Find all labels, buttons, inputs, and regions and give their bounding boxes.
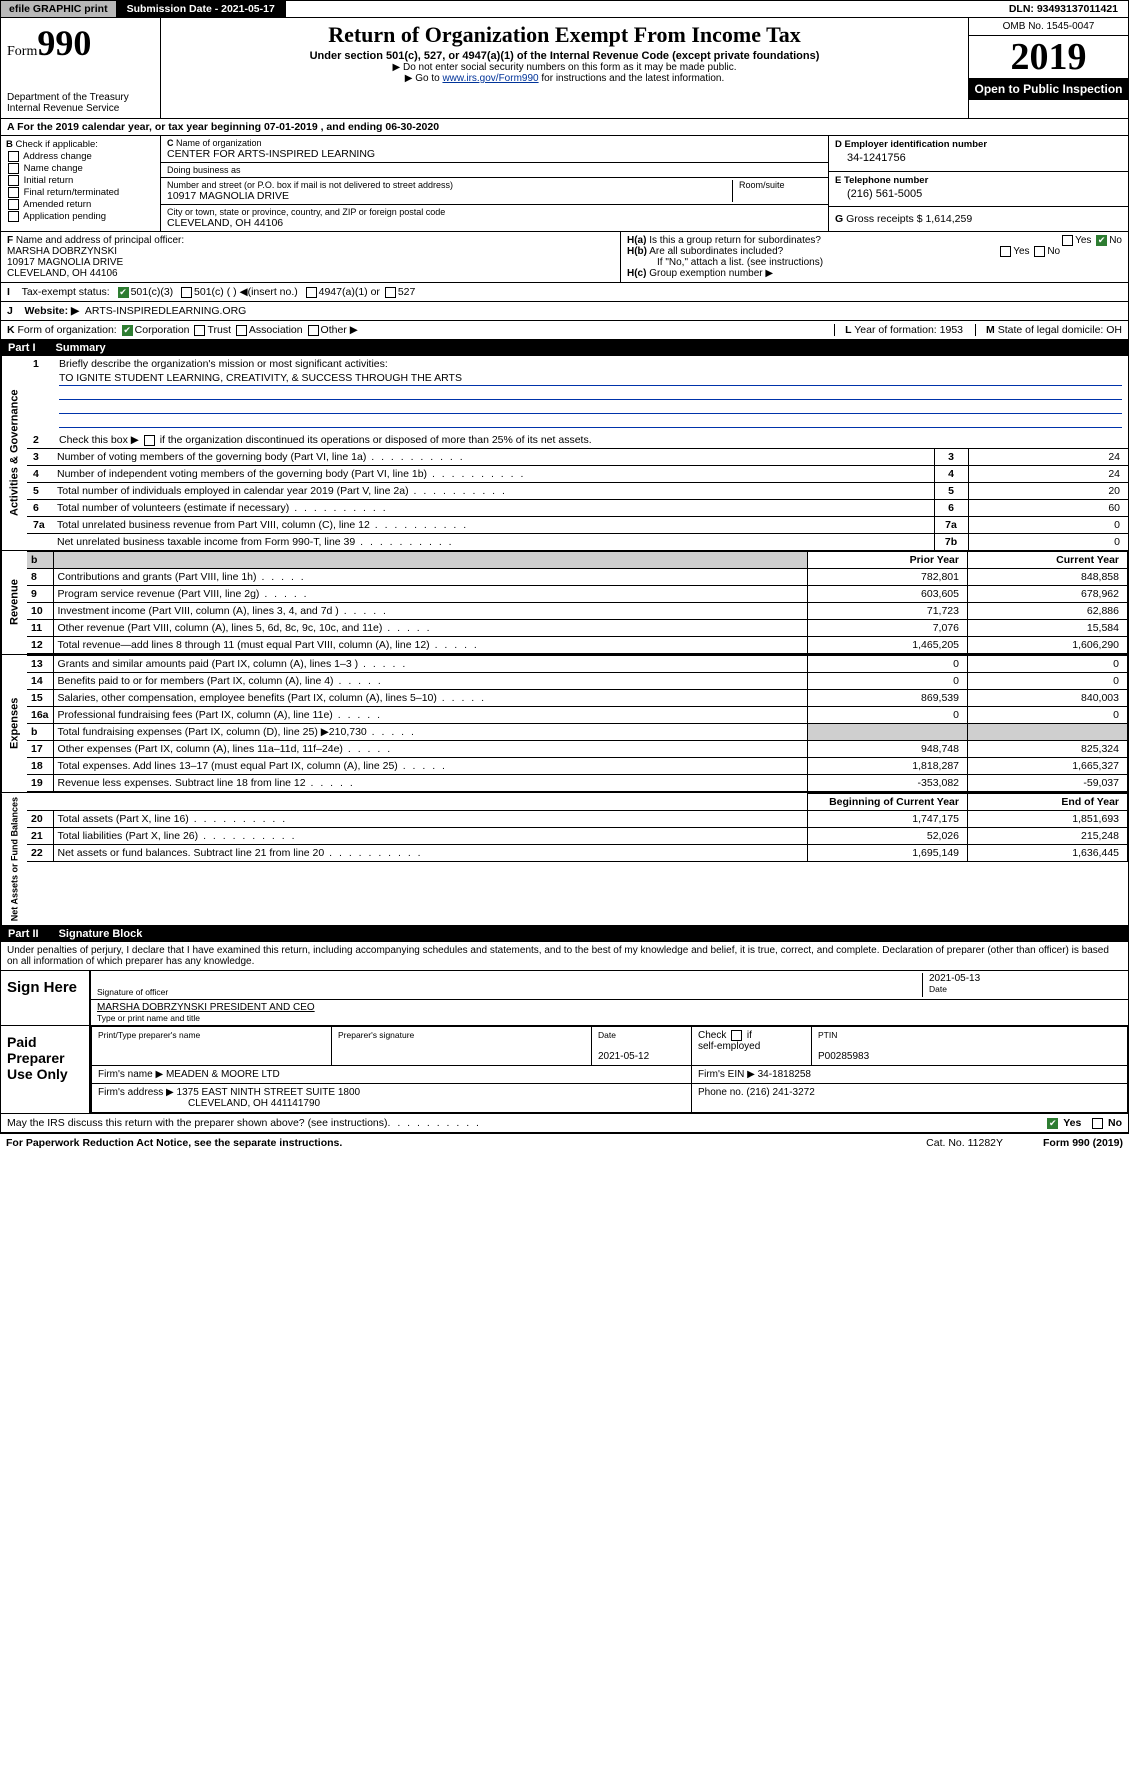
cb-501c3[interactable] <box>118 287 129 298</box>
signature-block: Under penalties of perjury, I declare th… <box>0 942 1129 1114</box>
form-header: Form990 Department of the Treasury Inter… <box>0 18 1129 119</box>
sign-here-label: Sign Here <box>1 971 91 1025</box>
gross-receipts: 1,614,259 <box>925 213 972 225</box>
year-formation: Year of formation: 1953 <box>854 324 963 336</box>
ein: 34-1241756 <box>835 150 1122 166</box>
paid-preparer-table: Print/Type preparer's name Preparer's si… <box>91 1026 1128 1113</box>
governance-table: 3Number of voting members of the governi… <box>27 448 1128 550</box>
page-footer: For Paperwork Reduction Act Notice, see … <box>0 1133 1129 1152</box>
cb-ha-no[interactable] <box>1096 235 1107 246</box>
state-domicile: State of legal domicile: OH <box>998 324 1122 336</box>
tax-year: 2019 <box>969 36 1128 78</box>
expenses-table: 13Grants and similar amounts paid (Part … <box>27 655 1128 792</box>
firm-phone: (216) 241-3272 <box>746 1087 814 1098</box>
officer-sig-date: 2021-05-13 <box>929 973 1122 984</box>
cb-corp[interactable] <box>122 325 133 336</box>
identity-block: B Check if applicable: Address change Na… <box>0 136 1129 232</box>
netassets-table: Beginning of Current YearEnd of Year 20T… <box>27 793 1128 862</box>
org-name: CENTER FOR ARTS-INSPIRED LEARNING <box>167 148 822 160</box>
street-address: 10917 MAGNOLIA DRIVE <box>167 190 732 202</box>
officer-name: MARSHA DOBRZYNSKI <box>7 246 117 257</box>
city-state-zip: CLEVELAND, OH 44106 <box>167 217 822 229</box>
cb-other[interactable] <box>308 325 319 336</box>
paid-preparer-label: Paid Preparer Use Only <box>1 1026 91 1113</box>
officer-typed-name: MARSHA DOBRZYNSKI PRESIDENT AND CEO <box>97 1002 1122 1013</box>
cb-discontinued[interactable] <box>144 435 155 446</box>
form-subtitle: Under section 501(c), 527, or 4947(a)(1)… <box>167 50 962 62</box>
part-i-header: Part I Summary <box>0 340 1129 356</box>
cb-app-pending[interactable] <box>8 211 19 222</box>
perjury-text: Under penalties of perjury, I declare th… <box>1 942 1128 970</box>
irs-label: Internal Revenue Service <box>7 103 154 114</box>
cb-discuss-yes[interactable] <box>1047 1118 1058 1129</box>
cb-trust[interactable] <box>194 325 205 336</box>
firm-ein: 34-1818258 <box>758 1069 811 1080</box>
goto-note: ▶ Go to www.irs.gov/Form990 for instruct… <box>167 73 962 84</box>
vtab-netassets: Net Assets or Fund Balances <box>1 793 27 925</box>
prep-date: 2021-05-12 <box>598 1051 649 1062</box>
row-i: I Tax-exempt status: 501(c)(3) 501(c) ( … <box>0 283 1129 302</box>
cb-self-employed[interactable] <box>731 1030 742 1041</box>
ptin: P00285983 <box>818 1051 869 1062</box>
cb-final-return[interactable] <box>8 187 19 198</box>
form-number: Form990 <box>7 22 154 64</box>
omb-number: OMB No. 1545-0047 <box>969 18 1128 36</box>
dln: DLN: 93493137011421 <box>999 1 1128 17</box>
cb-assoc[interactable] <box>236 325 247 336</box>
cb-527[interactable] <box>385 287 396 298</box>
cb-name-change[interactable] <box>8 163 19 174</box>
cb-ha-yes[interactable] <box>1062 235 1073 246</box>
open-inspection: Open to Public Inspection <box>969 78 1128 100</box>
irs-link[interactable]: www.irs.gov/Form990 <box>442 73 538 84</box>
vtab-governance: Activities & Governance <box>1 356 27 550</box>
mission-text: TO IGNITE STUDENT LEARNING, CREATIVITY, … <box>59 372 1122 386</box>
cb-initial-return[interactable] <box>8 175 19 186</box>
firm-name: MEADEN & MOORE LTD <box>166 1069 280 1080</box>
top-bar: efile GRAPHIC print Submission Date - 20… <box>0 0 1129 18</box>
cb-discuss-no[interactable] <box>1092 1118 1103 1129</box>
efile-label: efile GRAPHIC print <box>1 1 117 17</box>
col-b-checkboxes: B Check if applicable: Address change Na… <box>1 136 161 231</box>
firm-addr1: 1375 EAST NINTH STREET SUITE 1800 <box>177 1087 361 1098</box>
ssn-note: ▶ Do not enter social security numbers o… <box>167 62 962 73</box>
cb-hb-yes[interactable] <box>1000 246 1011 257</box>
cb-501c[interactable] <box>181 287 192 298</box>
cb-address-change[interactable] <box>8 151 19 162</box>
cb-amended[interactable] <box>8 199 19 210</box>
telephone: (216) 561-5005 <box>835 186 1122 202</box>
vtab-expenses: Expenses <box>1 655 27 792</box>
part-ii-header: Part II Signature Block <box>0 926 1129 942</box>
submission-date: Submission Date - 2021-05-17 <box>117 1 286 17</box>
form-title: Return of Organization Exempt From Incom… <box>167 22 962 48</box>
dept-treasury: Department of the Treasury <box>7 92 154 103</box>
row-j: J Website: ▶ ARTS-INSPIREDLEARNING.ORG <box>0 302 1129 321</box>
vtab-revenue: Revenue <box>1 551 27 654</box>
row-k: K Form of organization: Corporation Trus… <box>0 321 1129 340</box>
revenue-table: bPrior YearCurrent Year 8Contributions a… <box>27 551 1128 654</box>
cb-hb-no[interactable] <box>1034 246 1045 257</box>
row-f-h: F Name and address of principal officer:… <box>0 232 1129 283</box>
website: ARTS-INSPIREDLEARNING.ORG <box>85 305 246 317</box>
cb-4947[interactable] <box>306 287 317 298</box>
firm-addr2: CLEVELAND, OH 441141790 <box>98 1098 320 1109</box>
irs-discuss-row: May the IRS discuss this return with the… <box>0 1114 1129 1133</box>
row-a-tax-year: A For the 2019 calendar year, or tax yea… <box>0 119 1129 136</box>
